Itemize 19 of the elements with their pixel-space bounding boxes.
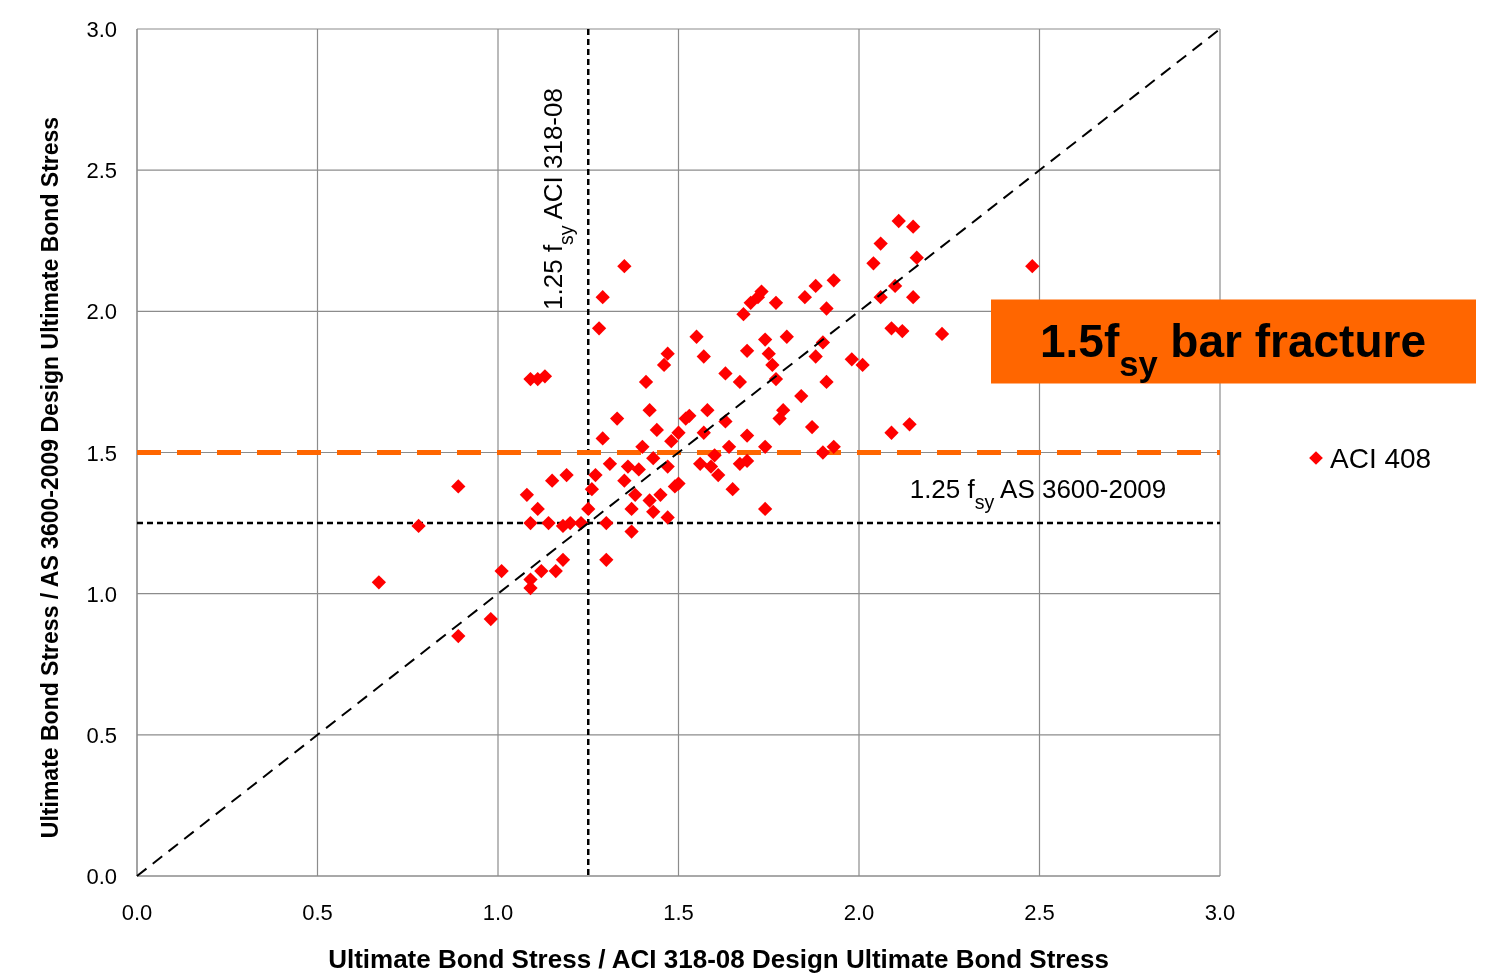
x-tick-label: 1.0 xyxy=(482,900,514,925)
y-tick-label: 2.0 xyxy=(86,299,117,325)
y-tick-label: 0.5 xyxy=(86,722,117,748)
x-axis-title: Ultimate Bond Stress / ACI 318-08 Design Ultimate Bond Stress xyxy=(328,944,1109,974)
ref-line-label: 1.5f$_{sy}$ bar fracture xyxy=(1039,314,1427,383)
x-tick-label: 0.5 xyxy=(302,900,333,925)
legend-label: ACI 408 xyxy=(1330,443,1432,474)
y-tick-label: 3.0 xyxy=(86,17,117,42)
x-tick-label: 0.0 xyxy=(121,900,153,925)
x-tick-label: 1.5 xyxy=(663,900,694,925)
y-axis-title: Ultimate Bond Stress / AS 3600-2009 Design Ultimate Bond Stress xyxy=(37,116,63,839)
y-tick-label: 2.5 xyxy=(86,158,117,184)
y-tick-label: 1.0 xyxy=(86,581,117,607)
x-tick-label: 2.5 xyxy=(1024,900,1055,925)
y-tick-label: 1.5 xyxy=(86,440,117,466)
x-tick-label: 3.0 xyxy=(1204,900,1236,925)
y-tick-label: 0.0 xyxy=(86,864,117,889)
x-tick-label: 2.0 xyxy=(843,900,875,925)
ref-line-label: 1.25 f$_{sy}$ AS 3600-2009 xyxy=(909,474,1167,514)
